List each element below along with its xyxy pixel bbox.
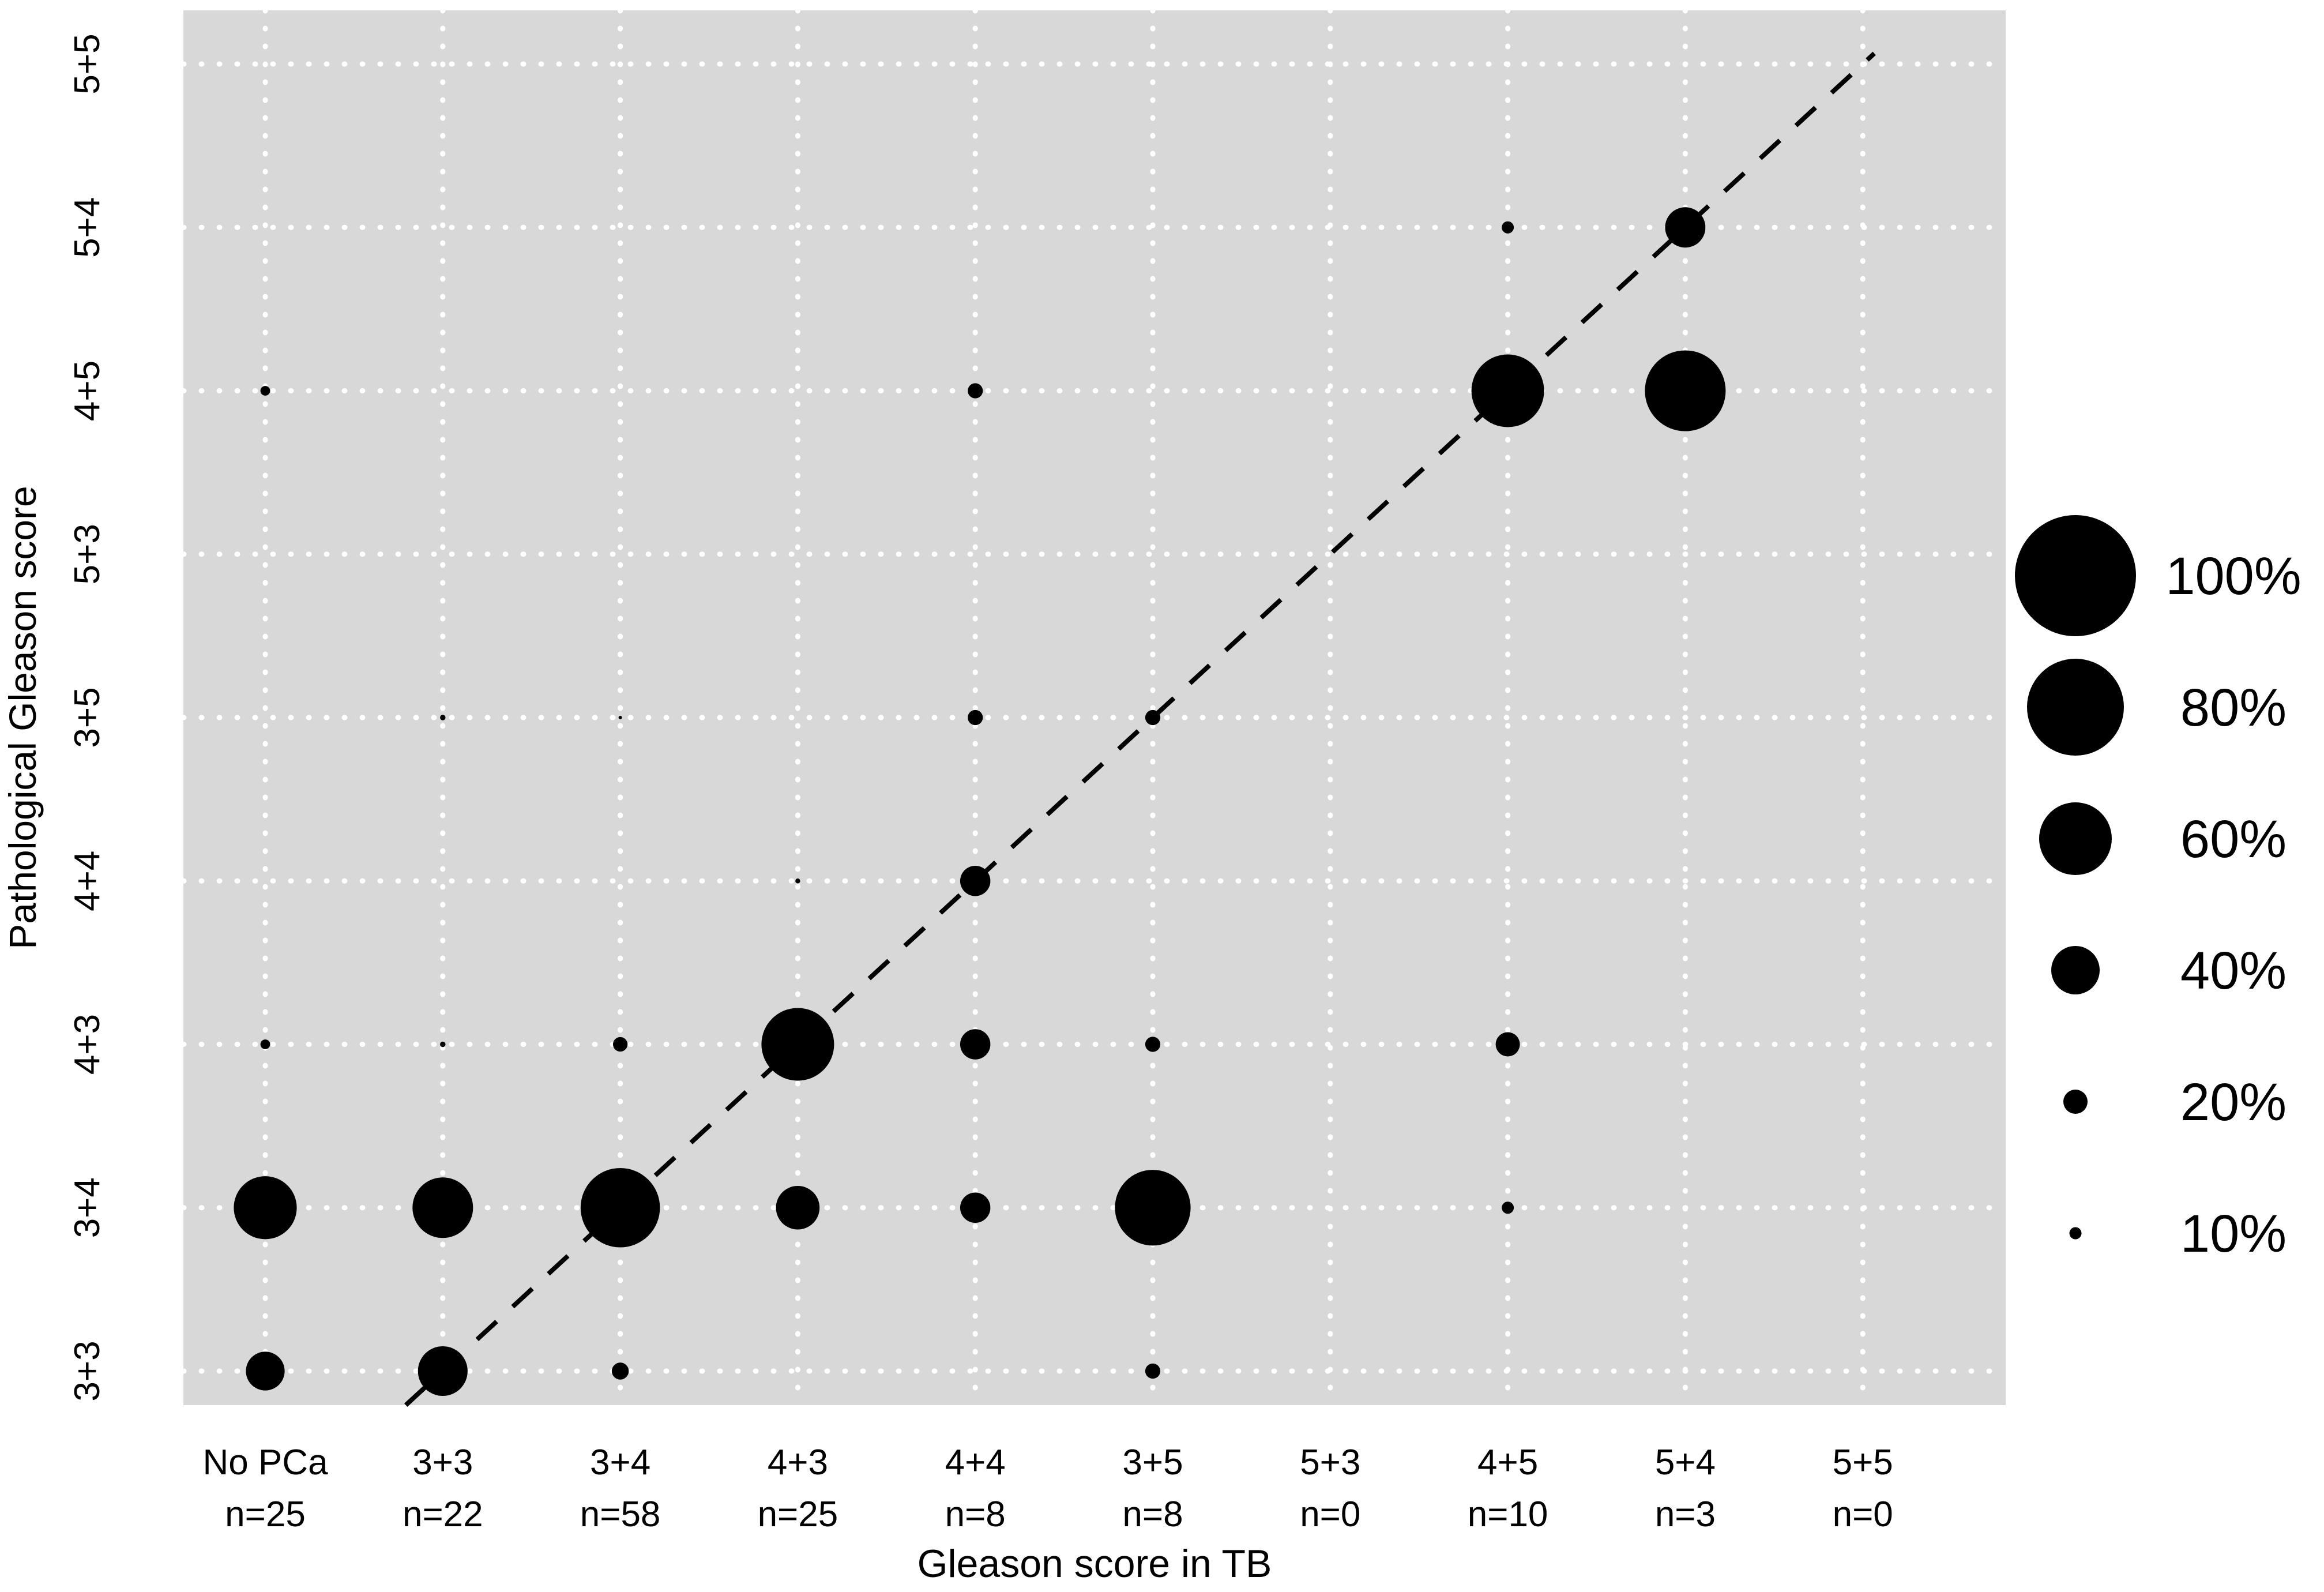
- bubble: [613, 1037, 628, 1052]
- legend-label: 60%: [2180, 810, 2287, 869]
- bubble: [1502, 1201, 1514, 1214]
- y-tick-label: 4+3: [67, 1014, 107, 1075]
- bubble: [618, 716, 622, 719]
- identity-line: [404, 51, 1876, 1407]
- bubble: [795, 878, 800, 884]
- bubble: [611, 1362, 629, 1380]
- y-tick-label: 4+5: [67, 361, 107, 421]
- legend-size-circle: [2063, 1090, 2088, 1114]
- bubble: [1145, 1037, 1161, 1052]
- bubble: [1471, 354, 1544, 427]
- x-tick-label: 4+5: [1477, 1443, 1538, 1482]
- x-tick-n-label: n=0: [1300, 1495, 1360, 1534]
- bubble: [440, 1041, 446, 1047]
- x-tick-label: 4+4: [945, 1443, 1006, 1482]
- bubble: [246, 1351, 285, 1391]
- bubble: [1145, 1363, 1161, 1379]
- x-axis-title: Gleason score in TB: [917, 1542, 1272, 1586]
- bubble: [1665, 207, 1706, 248]
- x-tick-label: 5+3: [1300, 1443, 1360, 1482]
- y-axis-title: Pathological Gleason score: [1, 486, 44, 949]
- legend-label: 80%: [2180, 678, 2287, 737]
- y-tick-label: 5+3: [67, 524, 107, 584]
- bubble: [761, 1008, 834, 1081]
- bubble: [1495, 1032, 1520, 1057]
- bubble: [968, 709, 983, 726]
- x-tick-label: 3+3: [412, 1443, 473, 1482]
- bubble: [1645, 350, 1726, 431]
- x-tick-n-label: n=25: [758, 1495, 838, 1534]
- x-tick-n-label: n=3: [1655, 1495, 1716, 1534]
- bubble: [968, 383, 983, 399]
- bubble: [960, 866, 991, 896]
- x-axis-tick-labels: No PCa n=25 3+3 n=22 3+4 n=58 4+3 n=25 4+4 n=8 3+5…: [202, 1443, 1893, 1534]
- legend-size-circle: [2069, 1227, 2082, 1240]
- x-tick-n-label: n=0: [1833, 1495, 1893, 1534]
- x-tick-label: 4+3: [768, 1443, 828, 1482]
- x-tick-n-label: n=58: [580, 1495, 661, 1534]
- legend-label: 100%: [2165, 547, 2301, 606]
- y-tick-label: 5+4: [67, 197, 107, 258]
- legend-label: 10%: [2180, 1204, 2287, 1263]
- bubble: [418, 1346, 468, 1396]
- x-tick-n-label: n=8: [945, 1495, 1006, 1534]
- legend-size-circle: [2051, 946, 2100, 994]
- x-tick-n-label: n=10: [1468, 1495, 1548, 1534]
- legend-size-circle: [2027, 659, 2124, 756]
- legend-size-circle: [2039, 802, 2112, 875]
- bubble: [260, 1039, 270, 1049]
- y-tick-label: 4+4: [67, 851, 107, 911]
- bubble: [580, 1167, 660, 1248]
- bubble: [1115, 1170, 1191, 1246]
- legend-size-circle: [2015, 515, 2136, 636]
- y-tick-label: 3+4: [67, 1177, 107, 1238]
- bubble: [260, 386, 270, 396]
- y-axis-tick-labels: 5+5 5+4 4+5 5+3 3+5 4+4 4+3 3+4 3+3: [67, 33, 107, 1401]
- bubble: [440, 715, 446, 720]
- bubble: [960, 1192, 991, 1223]
- y-tick-label: 3+3: [67, 1341, 107, 1401]
- bubble: [1145, 709, 1161, 726]
- bubble: [412, 1177, 473, 1238]
- x-tick-label: 5+5: [1833, 1443, 1893, 1482]
- x-tick-n-label: n=8: [1122, 1495, 1183, 1534]
- diagonal-reference-line: [404, 51, 1876, 1407]
- bubble: [960, 1029, 991, 1060]
- legend-label: 20%: [2180, 1073, 2287, 1132]
- x-tick-label: 3+5: [1122, 1443, 1183, 1482]
- y-tick-label: 5+5: [67, 33, 107, 94]
- x-tick-n-label: n=25: [225, 1495, 306, 1534]
- data-points: [234, 207, 1726, 1396]
- size-legend: 100% 80% 60% 40% 20% 10%: [2015, 515, 2302, 1263]
- plot-area: [183, 10, 2006, 1405]
- legend-label: 40%: [2180, 941, 2287, 1000]
- bubble: [234, 1176, 297, 1240]
- bubble: [776, 1185, 820, 1230]
- y-tick-label: 3+5: [67, 687, 107, 748]
- x-tick-n-label: n=22: [403, 1495, 483, 1534]
- x-tick-label: 5+4: [1655, 1443, 1716, 1482]
- x-tick-label: 3+4: [590, 1443, 650, 1482]
- x-tick-label: No PCa: [202, 1443, 328, 1482]
- bubble: [1502, 221, 1514, 234]
